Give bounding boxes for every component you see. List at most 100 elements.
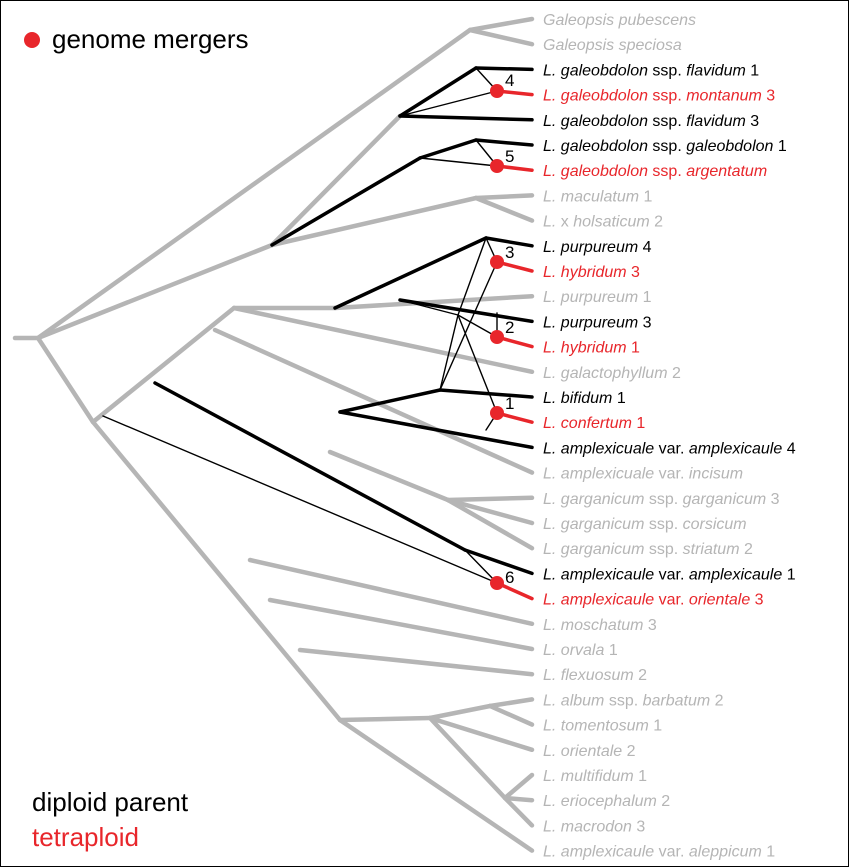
grey-branch: [332, 293, 535, 311]
diploid-branch: [333, 236, 488, 310]
grey-branch: [445, 497, 535, 526]
taxon-label: L. eriocephalum 2: [543, 793, 670, 810]
taxon-label: L. maculatum 1: [543, 188, 652, 205]
diploid-branch: [338, 388, 442, 414]
grey-branch: [502, 772, 535, 801]
hybrid-edge: [439, 261, 498, 391]
grey-branch: [427, 715, 535, 753]
grey-branch: [467, 27, 535, 47]
taxon-label: L. amplexicaule var. aleppicum 1: [543, 844, 775, 861]
diploid-branch: [463, 548, 534, 576]
taxon-label: L. album ssp. barbatum 2: [543, 692, 724, 709]
grey-branch: [473, 193, 535, 201]
merger-dot: [490, 576, 504, 590]
diploid-branch: [153, 381, 467, 552]
grey-branch: [90, 419, 343, 723]
merger-dot: [490, 406, 504, 420]
taxon-label: L. galeobdolon ssp. argentatum: [543, 163, 767, 180]
taxon-label: L. confertum 1: [543, 415, 645, 432]
taxon-label: L. purpureum 4: [543, 239, 652, 256]
grey-branch: [502, 795, 535, 828]
diploid-branch: [338, 410, 534, 450]
hybrid-edge: [464, 549, 498, 584]
taxon-label: L. galeobdolon ssp. flavidum 3: [543, 113, 759, 130]
merger-number: 5: [505, 147, 514, 166]
hybrid-edge: [399, 90, 498, 117]
grey-branch: [487, 697, 535, 709]
taxon-label: L. orientale 2: [543, 743, 636, 760]
merger-dots: 4 5 3 2 1 6: [490, 71, 514, 590]
legend-title: genome mergers: [52, 24, 249, 54]
hybrid-edge: [439, 314, 459, 391]
diploid-branch: [270, 156, 422, 247]
diploid-branch: [398, 66, 478, 118]
grey-branch: [35, 335, 96, 425]
hybrid-edge: [457, 314, 498, 338]
taxon-label: L. bifidum 1: [543, 390, 626, 407]
grey-branch: [267, 597, 535, 652]
taxon-label: L. hybridum 3: [543, 264, 640, 281]
taxon-label: L. flexuosum 2: [543, 667, 647, 684]
legend-diploid-label: diploid parent: [32, 787, 189, 817]
legend-red-dot-icon: [24, 32, 40, 48]
merger-number: 6: [505, 568, 514, 587]
merger-number: 1: [505, 394, 514, 413]
hybrid-edge: [419, 157, 498, 167]
taxon-label: L. amplexicaule var. orientale 3: [543, 592, 764, 609]
grey-branch: [327, 449, 451, 503]
grey-branch: [467, 16, 535, 33]
grey-branch: [247, 557, 535, 627]
taxon-label: L. galeobdolon ssp. montanum 3: [543, 88, 775, 105]
taxon-label: L. x holsaticum 2: [543, 214, 663, 231]
taxon-label: L. amplexicaule var. amplexicaule 1: [543, 566, 796, 583]
grey-branch: [473, 195, 535, 223]
taxon-label: L. moschatum 3: [543, 617, 657, 634]
grey-branch: [269, 113, 403, 248]
taxon-label: L. garganicum ssp. garganicum 3: [543, 491, 780, 508]
hybrid-edge: [399, 299, 459, 316]
grey-branch: [502, 795, 535, 803]
diploid-branch: [474, 66, 534, 72]
grey-branch: [212, 327, 535, 475]
taxon-label: Galeopsis pubescens: [543, 12, 696, 29]
merger-dot: [490, 159, 504, 173]
taxon-labels: Galeopsis pubescens Galeopsis speciosa L. …: [543, 12, 796, 861]
taxon-label: L. purpureum 3: [543, 314, 652, 331]
taxon-label: L. multifidum 1: [543, 768, 647, 785]
merger-number: 3: [505, 243, 514, 262]
legend-tetraploid-label: tetraploid: [32, 822, 139, 852]
diploid-branch: [398, 298, 534, 324]
grey-branch: [231, 305, 535, 375]
diploid-branch: [398, 114, 534, 122]
hybrid-edge: [102, 415, 498, 584]
merger-dot: [490, 330, 504, 344]
diploid-branch: [438, 388, 534, 399]
grey-branch: [35, 242, 275, 341]
hybrid-edge: [457, 314, 498, 414]
merger-dot: [490, 84, 504, 98]
grey-branch: [337, 717, 535, 853]
taxon-label: L. amplexicuale var. amplexicaule 4: [543, 440, 796, 457]
diploid-branch: [474, 138, 534, 147]
taxon-label: L. galactophyllum 2: [543, 365, 681, 382]
taxon-label: L. tomentosum 1: [543, 718, 662, 735]
merger-dot: [490, 255, 504, 269]
taxon-label: L. galeobdolon ssp. galeobdolon 1: [543, 138, 787, 155]
taxon-label: L. orvala 1: [543, 642, 618, 659]
grey-branch: [90, 305, 237, 425]
diploid-branch: [418, 138, 478, 160]
merger-number: 4: [505, 71, 514, 90]
taxon-label: L. garganicum ssp. corsicum: [543, 516, 747, 533]
grey-branch: [427, 703, 493, 721]
grey-branch: [427, 715, 508, 801]
taxon-label: L. galeobdolon ssp. flavidum 1: [543, 62, 759, 79]
taxon-label: Galeopsis speciosa: [543, 37, 682, 54]
grey-branch: [337, 715, 433, 723]
diploid-branch: [484, 236, 534, 248]
taxon-label: L. garganicum ssp. striatum 2: [543, 541, 753, 558]
taxon-label: L. amplexicuale var. incisum: [543, 466, 743, 483]
grey-branch: [445, 497, 535, 551]
taxon-label: L. macrodon 3: [543, 818, 645, 835]
taxon-label: L. hybridum 1: [543, 340, 640, 357]
